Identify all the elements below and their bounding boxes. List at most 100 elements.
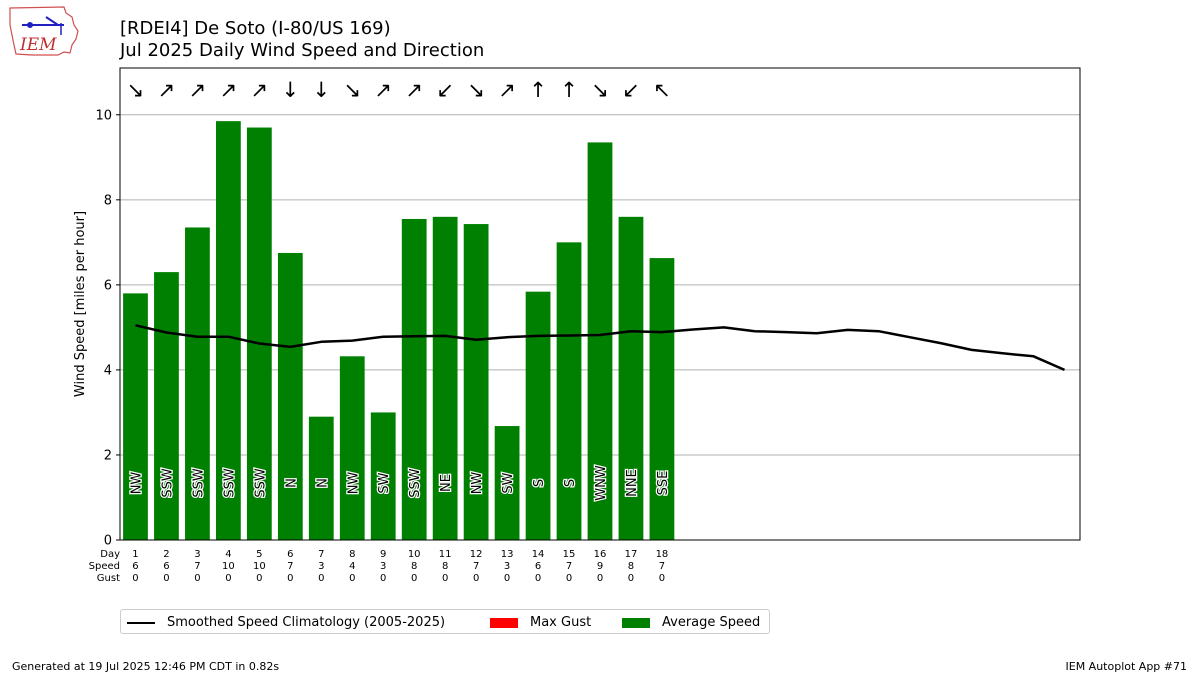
day-label: 14 (532, 549, 545, 560)
speed-label: 8 (442, 561, 448, 572)
gust-label: 0 (473, 573, 479, 584)
legend-gust: Max Gust (490, 610, 591, 635)
gust-label: 0 (194, 573, 200, 584)
gust-label: 0 (349, 573, 355, 584)
gust-label: 0 (566, 573, 572, 584)
day-label: 10 (408, 549, 421, 560)
day-label: 7 (318, 549, 324, 560)
direction-label: NW (129, 472, 144, 495)
direction-label: SSW (253, 468, 268, 498)
wind-direction-arrow: ↗ (220, 78, 238, 102)
bar-day-7 (308, 416, 334, 540)
wind-direction-arrow: ↖ (653, 78, 671, 102)
direction-label: SW (501, 472, 516, 493)
y-tick-label: 6 (104, 278, 112, 293)
bar-day-17 (618, 216, 644, 540)
legend-gust-label: Max Gust (530, 615, 592, 630)
speed-label: 7 (566, 561, 572, 572)
plot-frame (119, 67, 1081, 541)
direction-label: SW (377, 472, 392, 493)
legend-line-swatch (127, 621, 155, 624)
row-header-day: Day (100, 549, 120, 560)
speed-label: 7 (473, 561, 479, 572)
day-label: 12 (470, 549, 483, 560)
y-tick-label: 10 (95, 108, 112, 123)
wind-direction-arrow: ↗ (189, 78, 207, 102)
day-label: 3 (194, 549, 200, 560)
legend-average-swatch (622, 617, 650, 628)
speed-label: 6 (535, 561, 541, 572)
day-label: 1 (132, 549, 138, 560)
wind-direction-arrow: ↘ (343, 78, 361, 102)
wind-direction-arrow: ↓ (282, 78, 300, 102)
y-tick-label: 0 (104, 534, 112, 549)
y-axis: 0 2 4 6 8 10 (95, 108, 120, 549)
gust-label: 0 (411, 573, 417, 584)
bar-day-12 (463, 224, 489, 540)
gust-label: 0 (318, 573, 324, 584)
speed-label: 7 (659, 561, 665, 572)
legend-climatology: Smoothed Speed Climatology (2005-2025) (127, 610, 445, 635)
speed-label: 9 (597, 561, 603, 572)
direction-label: NW (346, 472, 361, 495)
bar-day-1 (123, 293, 148, 540)
speed-label: 10 (253, 561, 266, 572)
day-label: 16 (594, 549, 607, 560)
day-label: 13 (501, 549, 514, 560)
wind-direction-arrow: ↑ (560, 78, 578, 102)
day-label: 6 (287, 549, 293, 560)
speed-label: 6 (163, 561, 169, 572)
svg-text:IEM: IEM (19, 35, 57, 55)
autoplot-app-label: IEM Autoplot App #71 (1065, 660, 1188, 673)
direction-label: SSW (191, 468, 206, 498)
wind-chart: NW SSW SSW SSW SSW N N NW SW SSW NE NW SW S S WNW NNE SSE… (73, 67, 1081, 584)
gust-label: 0 (442, 573, 448, 584)
legend-climatology-label: Smoothed Speed Climatology (2005-2025) (167, 615, 446, 630)
day-label: 15 (563, 549, 576, 560)
day-label: 8 (349, 549, 355, 560)
speed-label: 7 (287, 561, 293, 572)
speed-label: 6 (132, 561, 138, 572)
wind-direction-arrow: ↓ (312, 78, 330, 102)
gust-label: 0 (225, 573, 231, 584)
wind-direction-arrow: ↙ (436, 78, 454, 102)
direction-label: SSW (222, 468, 237, 498)
legend-average: Average Speed (622, 610, 760, 635)
speed-label: 4 (349, 561, 355, 572)
day-label: 4 (225, 549, 231, 560)
speed-label: 3 (504, 561, 510, 572)
day-label: 5 (256, 549, 262, 560)
direction-label: NNE (625, 469, 640, 497)
direction-label: N (315, 478, 330, 488)
direction-label: NE (439, 474, 454, 492)
direction-label: S (563, 479, 578, 487)
wind-direction-arrow: ↗ (158, 78, 176, 102)
speed-label: 3 (380, 561, 386, 572)
bar-day-6 (277, 252, 303, 541)
bar-day-5 (246, 127, 272, 541)
direction-label: WNW (594, 465, 609, 501)
bar-day-13 (494, 426, 520, 540)
wind-direction-arrow: ↗ (498, 78, 516, 102)
direction-label: N (284, 478, 299, 488)
gust-label: 0 (163, 573, 169, 584)
bar-day-18 (649, 258, 675, 540)
day-label: 9 (380, 549, 386, 560)
bar-day-14 (525, 291, 551, 540)
day-table: 1602603704100510067073084093010801180127… (89, 549, 669, 584)
climatology-polyline (135, 324, 1066, 372)
direction-labels: NW SSW SSW SSW SSW N N NW SW SSW NE NW SW S S WNW NNE SSE (128, 464, 672, 502)
row-header-speed: Speed (89, 561, 120, 572)
gust-label: 0 (504, 573, 510, 584)
speed-label: 8 (628, 561, 634, 572)
y-tick-label: 4 (104, 363, 112, 378)
bar-day-4 (216, 121, 241, 541)
direction-label: SSW (408, 468, 423, 498)
speed-label: 8 (411, 561, 417, 572)
speed-label: 10 (222, 561, 235, 572)
gust-label: 0 (256, 573, 262, 584)
gust-label: 0 (628, 573, 634, 584)
gust-label: 0 (132, 573, 138, 584)
day-label: 17 (625, 549, 638, 560)
bar-day-16 (587, 142, 613, 540)
